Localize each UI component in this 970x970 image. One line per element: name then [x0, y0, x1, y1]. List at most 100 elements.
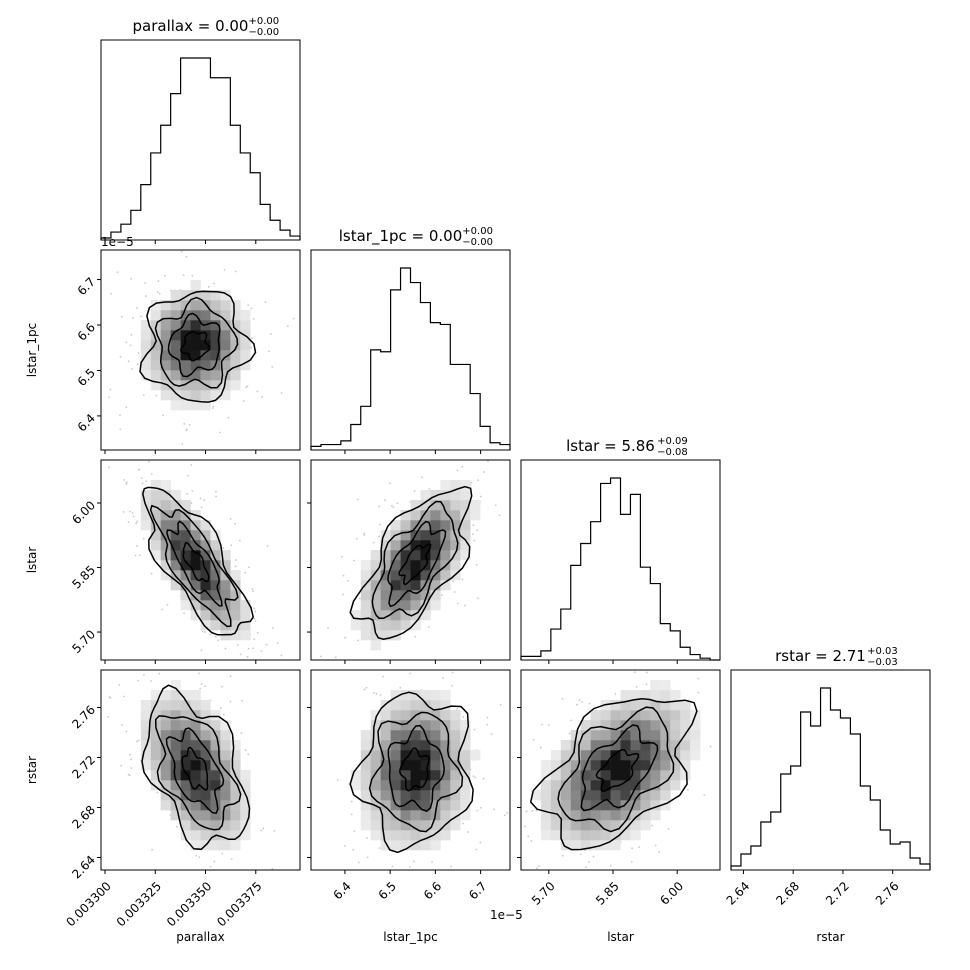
density-cell: [180, 810, 191, 821]
density-cell: [600, 840, 611, 851]
density-cell: [410, 700, 421, 711]
density-cell: [180, 500, 191, 511]
density-cell: [610, 820, 621, 831]
density-cell: [630, 730, 641, 741]
sample-point: [461, 465, 464, 468]
density-cell: [150, 540, 161, 551]
density-cell: [200, 580, 211, 591]
title-upper-error-lstar_1pc: +0.00: [462, 226, 493, 237]
sample-point: [588, 861, 590, 863]
sample-point: [357, 861, 360, 864]
density-cell: [450, 740, 461, 751]
density-cell: [400, 770, 411, 781]
panel-title-lstar_1pc: lstar_1pc = 0.00: [339, 227, 463, 246]
density-cell: [210, 550, 221, 561]
sample-point: [186, 474, 189, 477]
density-cell: [410, 840, 421, 851]
hist-step-rstar: [730, 687, 931, 870]
sample-point: [658, 851, 660, 853]
sample-point: [250, 337, 253, 340]
density-cell: [630, 690, 641, 701]
density-cell: [540, 770, 552, 781]
density-cell: [230, 380, 241, 391]
density-cell: [360, 760, 371, 771]
density-cell: [160, 560, 171, 571]
sample-point: [209, 865, 212, 868]
density-cell: [590, 720, 601, 731]
panel-frame: [100, 39, 301, 241]
title-lower-error-parallax: −0.00: [249, 27, 280, 38]
sample-point: [451, 684, 454, 687]
density-cell: [160, 690, 171, 701]
density-cell: [470, 750, 481, 761]
density-cell: [630, 820, 641, 831]
density-cell: [150, 760, 161, 771]
density-cell: [580, 810, 591, 821]
sample-point: [421, 476, 423, 479]
density-cell: [380, 600, 391, 611]
sample-point: [181, 443, 184, 445]
density-cell: [240, 630, 251, 641]
density-cell: [220, 750, 231, 761]
density-cell: [190, 810, 201, 821]
density-cell: [220, 760, 231, 771]
density-cell: [160, 310, 171, 321]
density-cell: [640, 780, 651, 791]
density-cell: [620, 820, 631, 831]
density-cell: [390, 540, 401, 551]
sample-point: [123, 478, 126, 481]
sample-point: [342, 593, 344, 596]
density-cell: [150, 770, 161, 781]
density-cell: [440, 810, 451, 821]
density-cell: [210, 820, 221, 831]
density-cell: [170, 580, 181, 591]
density-cell: [200, 780, 211, 791]
panel-frame: [100, 249, 301, 451]
density-cell: [180, 600, 191, 611]
density-cell: [440, 550, 451, 561]
density-cell: [600, 780, 611, 791]
density-cell: [430, 820, 441, 831]
density-cell: [650, 790, 661, 801]
sample-point: [107, 466, 110, 469]
xtick-label-lstar: 5.85: [593, 879, 622, 908]
sample-point: [131, 511, 134, 514]
sample-point: [229, 700, 232, 703]
density-cell: [600, 770, 611, 781]
sample-point: [471, 533, 474, 536]
sample-point: [246, 656, 249, 658]
density-cell: [160, 350, 171, 361]
density-cell: [400, 790, 411, 801]
density-cell: [580, 740, 591, 751]
sample-point: [247, 304, 250, 306]
sample-point: [363, 534, 366, 536]
sample-point: [527, 835, 530, 838]
density-cell: [550, 800, 562, 811]
density-cell: [230, 570, 241, 581]
density-cell: [640, 710, 651, 721]
title-upper-error-rstar: +0.03: [867, 646, 898, 657]
density-cell: [140, 700, 152, 711]
density-cell: [440, 830, 451, 841]
density-cell: [210, 710, 221, 721]
density-cell: [630, 750, 641, 761]
density-cell: [430, 800, 441, 811]
sample-point: [356, 537, 358, 540]
density-cell: [170, 700, 181, 711]
density-cell: [230, 610, 241, 621]
sample-point: [200, 649, 203, 652]
density-cell: [410, 500, 421, 511]
sample-point: [136, 363, 139, 366]
density-cell: [660, 760, 671, 771]
density-cell: [660, 720, 671, 731]
density-cell: [540, 790, 552, 801]
sample-point: [272, 627, 274, 629]
density-cell: [150, 360, 161, 371]
density-cell: [440, 520, 451, 531]
density-cell: [240, 600, 251, 611]
sample-point: [125, 483, 128, 485]
density-cell: [220, 390, 231, 401]
density-cell: [410, 620, 421, 631]
density-cell: [140, 720, 152, 731]
density-cell: [410, 790, 421, 801]
